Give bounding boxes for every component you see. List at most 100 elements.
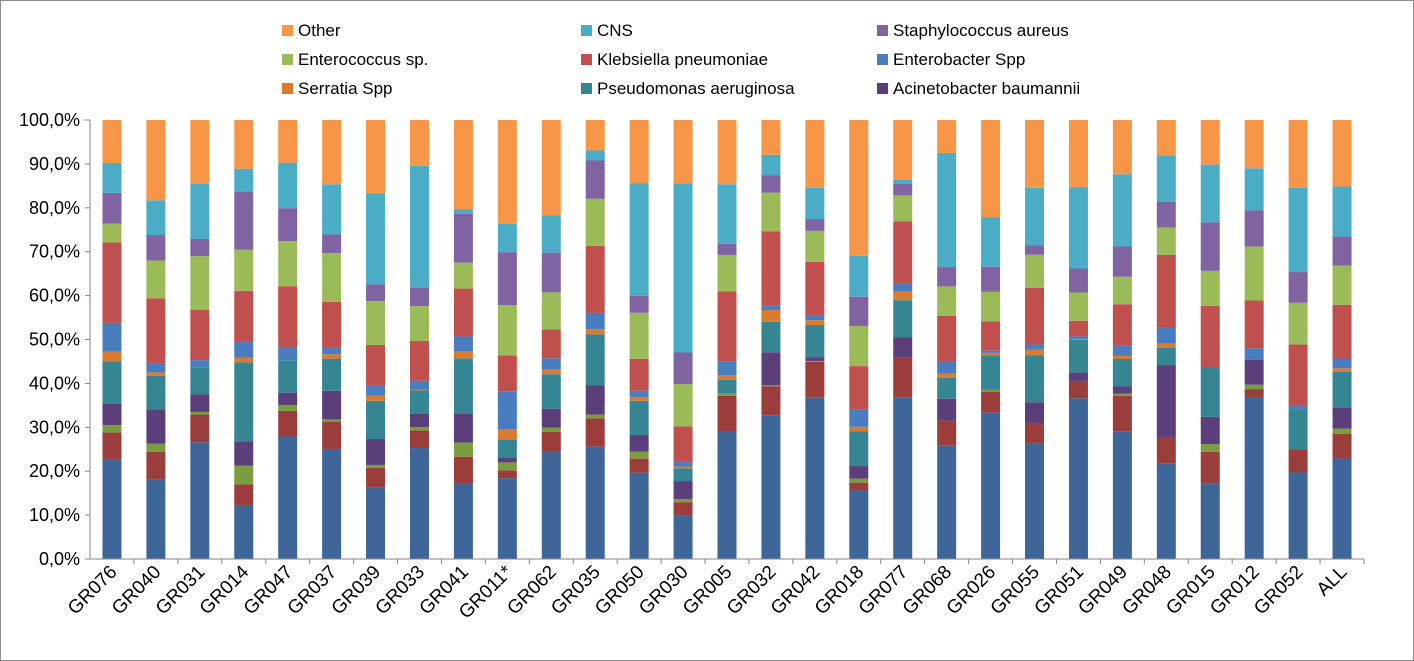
x-axis: GR076GR040GR031GR014GR047GR037GR039GR033…	[64, 558, 1365, 623]
bar-segment-series-1	[497, 470, 517, 479]
bar-segment-other	[1200, 120, 1220, 165]
bar-segment-series-0	[278, 436, 298, 559]
bar-segment-serratia-spp	[585, 329, 605, 335]
bar-segment-klebsiella-pneumoniae	[673, 426, 693, 463]
bar-segment-klebsiella-pneumoniae	[541, 329, 561, 359]
bar-segment-series-0	[234, 505, 254, 559]
bar-segment-enterobacter-spp	[981, 350, 1001, 353]
bar-segment-pseudomonas-aeruginosa	[322, 358, 342, 391]
bar-segment-pseudomonas-aeruginosa	[585, 334, 605, 386]
bar-segment-staphylococcus-aureus	[1025, 245, 1045, 255]
bar-segment-enterococcus-sp	[1025, 254, 1045, 288]
bar-segment-series-1	[761, 386, 781, 416]
bar-segment-enterococcus-sp	[190, 256, 210, 310]
legend-swatch-other	[282, 25, 293, 36]
bar-segment-cns	[278, 162, 298, 209]
bar-segment-series-0	[1112, 431, 1132, 559]
bar-segment-other	[190, 120, 210, 184]
bar-segment-enterobacter-spp	[629, 390, 649, 398]
bar-group-gr015	[1200, 120, 1220, 559]
bar-segment-acinetobacter-baumannii	[585, 385, 605, 415]
bar-segment-series-1	[673, 502, 693, 516]
bar-segment-serratia-spp	[1025, 349, 1045, 356]
bar-segment-series-0	[497, 478, 517, 559]
bar-segment-enterococcus-sp	[497, 305, 517, 356]
bar-segment-pseudomonas-aeruginosa	[366, 400, 386, 440]
bar-segment-staphylococcus-aureus	[497, 252, 517, 306]
y-tick-label: 20,0%	[29, 461, 80, 481]
bar-segment-staphylococcus-aureus	[1112, 246, 1132, 277]
bars	[102, 120, 1352, 559]
bar-segment-acinetobacter-baumannii	[1025, 402, 1045, 423]
bar-segment-staphylococcus-aureus	[190, 238, 210, 257]
bar-segment-cns	[322, 184, 342, 235]
bar-segment-series-2	[1200, 444, 1220, 452]
bar-segment-serratia-spp	[893, 291, 913, 301]
bar-segment-klebsiella-pneumoniae	[585, 245, 605, 313]
bar-segment-series-0	[629, 472, 649, 559]
bar-segment-cns	[937, 152, 957, 268]
bar-segment-other	[366, 120, 386, 194]
bar-segment-klebsiella-pneumoniae	[322, 301, 342, 349]
bar-group-gr012	[1244, 120, 1264, 559]
bar-segment-klebsiella-pneumoniae	[937, 315, 957, 362]
legend-swatch-enterococcus-sp	[282, 54, 293, 65]
bar-segment-staphylococcus-aureus	[585, 160, 605, 199]
bar-segment-pseudomonas-aeruginosa	[1025, 355, 1045, 403]
bar-segment-cns	[717, 184, 737, 244]
bar-segment-series-1	[1156, 437, 1176, 464]
bar-segment-enterococcus-sp	[234, 249, 254, 291]
bar-segment-cns	[366, 193, 386, 285]
bar-segment-enterococcus-sp	[761, 192, 781, 232]
bar-segment-series-1	[1332, 433, 1352, 459]
bar-segment-cns	[1288, 187, 1308, 273]
bar-segment-klebsiella-pneumoniae	[234, 290, 254, 343]
bar-segment-enterobacter-spp	[717, 361, 737, 376]
bar-segment-acinetobacter-baumannii	[1112, 386, 1132, 394]
bar-segment-series-2	[1332, 428, 1352, 434]
bar-group-gr055	[1025, 120, 1045, 559]
bar-segment-enterobacter-spp	[102, 322, 122, 352]
bar-segment-enterococcus-sp	[1332, 265, 1352, 305]
bar-segment-pseudomonas-aeruginosa	[981, 355, 1001, 390]
bar-segment-series-1	[1288, 449, 1308, 473]
bar-group-gr026	[981, 120, 1001, 559]
bar-segment-series-0	[453, 483, 473, 559]
bar-segment-staphylococcus-aureus	[1332, 236, 1352, 266]
bar-segment-acinetobacter-baumannii	[937, 398, 957, 421]
legend-label-enterobacter-spp: Enterobacter Spp	[893, 50, 1025, 69]
bar-segment-acinetobacter-baumannii	[1332, 407, 1352, 429]
legend-swatch-pseudomonas-aeruginosa	[581, 83, 592, 94]
bar-segment-other	[1288, 120, 1308, 188]
bar-segment-staphylococcus-aureus	[541, 252, 561, 293]
bar-group-gr047	[278, 120, 298, 559]
bar-segment-enterococcus-sp	[893, 195, 913, 222]
legend-label-other: Other	[298, 21, 341, 40]
bar-segment-series-2	[453, 442, 473, 457]
bar-segment-series-1	[1025, 422, 1045, 444]
bar-segment-series-2	[717, 393, 737, 396]
bar-segment-enterococcus-sp	[146, 260, 166, 299]
bar-segment-series-0	[1068, 398, 1088, 559]
bar-segment-series-0	[322, 448, 342, 559]
bar-segment-series-2	[497, 462, 517, 471]
legend: Other CNS Staphylococcus aureus Enterococcu…	[282, 21, 1080, 98]
bar-segment-klebsiella-pneumoniae	[497, 355, 517, 392]
bar-segment-series-0	[981, 412, 1001, 559]
bar-segment-acinetobacter-baumannii	[893, 337, 913, 358]
bar-segment-series-1	[541, 431, 561, 452]
bar-segment-enterococcus-sp	[1200, 270, 1220, 306]
bar-segment-klebsiella-pneumoniae	[717, 291, 737, 362]
legend-swatch-cns	[581, 25, 592, 36]
y-tick-label: 80,0%	[29, 198, 80, 218]
bar-segment-series-1	[453, 456, 473, 484]
bar-segment-enterococcus-sp	[409, 306, 429, 342]
bar-segment-series-2	[629, 451, 649, 459]
bar-segment-series-2	[146, 443, 166, 452]
bar-segment-other	[937, 120, 957, 153]
bar-segment-enterococcus-sp	[278, 241, 298, 287]
bar-segment-serratia-spp	[102, 351, 122, 362]
bar-segment-cns	[497, 223, 517, 253]
bar-group-gr052	[1288, 120, 1308, 559]
